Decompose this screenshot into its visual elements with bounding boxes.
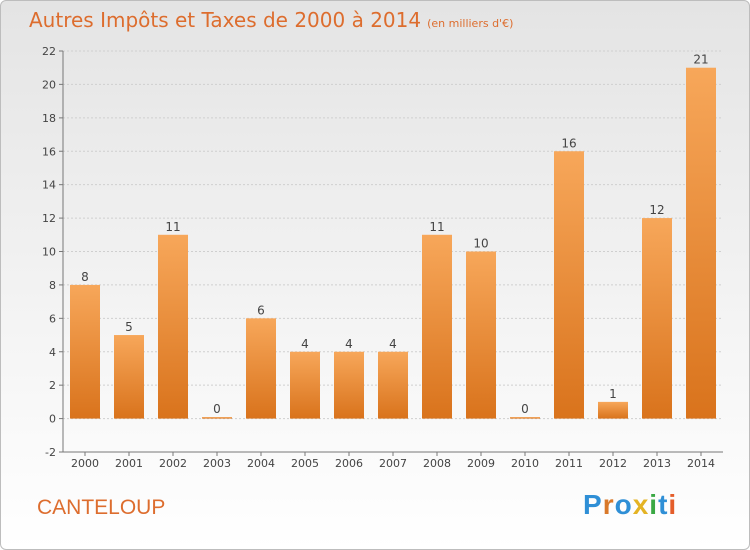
brand-letter: r [602,489,615,520]
chart-title: Autres Impôts et Taxes de 2000 à 2014 (en… [29,8,513,32]
y-tick-label: 8 [49,279,56,292]
x-tick-label: 2012 [599,457,627,470]
data-label: 5 [125,320,133,334]
bar [70,284,100,419]
y-tick-label: 14 [42,179,56,192]
x-tick-label: 2006 [335,457,363,470]
chart-subtitle: (en milliers d'€) [427,17,514,30]
y-tick-label: -2 [45,446,56,459]
data-label: 4 [389,337,397,351]
x-tick-label: 2009 [467,457,495,470]
data-label: 0 [213,402,221,416]
bar [422,234,452,419]
data-label: 8 [81,270,89,284]
chart-title-text: Autres Impôts et Taxes de 2000 à 2014 [29,8,422,32]
brand-letter: i [668,489,678,520]
data-label: 11 [165,220,180,234]
x-tick-label: 2007 [379,457,407,470]
y-tick-label: 20 [42,78,56,91]
data-label: 6 [257,303,265,317]
data-label: 12 [649,203,664,217]
data-label: 11 [429,220,444,234]
bar [510,417,540,419]
bar [686,67,716,419]
x-tick-label: 2003 [203,457,231,470]
x-tick-label: 2002 [159,457,187,470]
bar [158,234,188,419]
x-tick-label: 2014 [687,457,715,470]
x-tick-label: 2010 [511,457,539,470]
data-label: 10 [473,237,488,251]
data-label: 4 [301,337,309,351]
data-label: 0 [521,402,529,416]
x-tick-label: 2000 [71,457,99,470]
bar [114,335,144,419]
brand-logo: Proxiti [583,489,677,521]
x-tick-label: 2004 [247,457,275,470]
bar [378,351,408,419]
bar [290,351,320,419]
y-tick-label: 10 [42,246,56,259]
bar [554,151,584,419]
brand-letter: x [632,489,650,520]
brand-letter: P [583,489,603,520]
bar [642,218,672,419]
data-label: 4 [345,337,353,351]
bar [598,401,628,419]
brand-letter: t [658,489,669,520]
data-label: 16 [561,136,576,150]
y-tick-label: 22 [42,45,56,58]
y-tick-label: 4 [49,346,56,359]
brand-letter: o [614,489,633,520]
data-label: 21 [693,53,708,67]
x-tick-label: 2011 [555,457,583,470]
y-tick-label: 6 [49,312,56,325]
y-tick-label: 12 [42,212,56,225]
bar [202,417,232,419]
place-name: CANTELOUP [37,496,166,519]
x-tick-label: 2013 [643,457,671,470]
y-tick-label: 2 [49,379,56,392]
x-tick-label: 2005 [291,457,319,470]
data-label: 1 [609,387,617,401]
y-tick-label: 0 [49,413,56,426]
bar [246,318,276,419]
y-tick-label: 16 [42,145,56,158]
bar [334,351,364,419]
x-tick-label: 2001 [115,457,143,470]
x-tick-label: 2008 [423,457,451,470]
bar [466,251,496,419]
y-tick-label: 18 [42,112,56,125]
brand-letter: i [649,489,659,520]
